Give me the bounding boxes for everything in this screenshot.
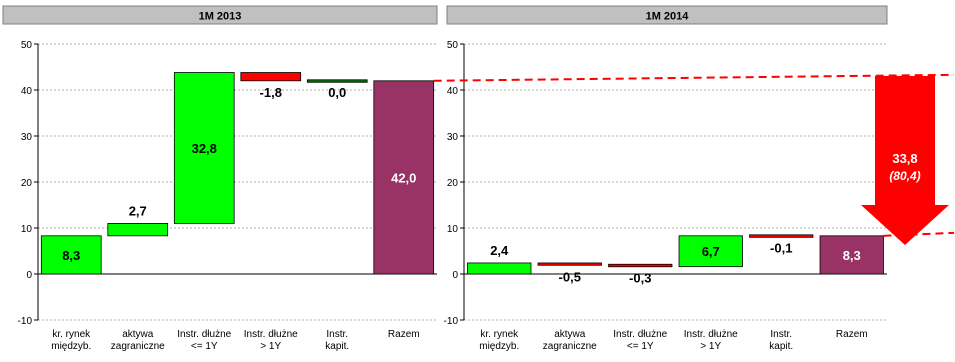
trend-line (433, 73, 955, 82)
category-label: Razem (388, 329, 420, 340)
data-label: 2,4 (490, 243, 509, 258)
bar (373, 80, 435, 275)
data-label: -0,1 (770, 240, 792, 255)
bar (306, 79, 368, 83)
data-label: -0,5 (559, 269, 581, 284)
category-label: Instr. dłużne (684, 329, 738, 340)
y-tick-label: 40 (21, 86, 33, 97)
category-label: Instr. dłużne (244, 329, 298, 340)
category-label: aktywa (122, 329, 154, 340)
data-label: 2,7 (129, 203, 147, 218)
bar (40, 235, 102, 275)
category-label: <= 1Y (191, 341, 218, 352)
bar (678, 235, 743, 268)
category-label: Instr. dłużne (177, 329, 231, 340)
y-tick-label: 0 (26, 270, 32, 281)
data-label: 8,3 (62, 248, 80, 263)
data-label: 8,3 (843, 248, 861, 263)
y-tick-label: 20 (447, 178, 459, 189)
y-tick-label: 50 (447, 40, 459, 51)
panel-title-2013: 1M 2013 (199, 11, 242, 23)
down-arrow-icon (861, 76, 949, 245)
y-tick-label: 30 (21, 132, 33, 143)
category-label: kr. rynek (480, 329, 519, 340)
category-label: Razem (836, 329, 868, 340)
category-label: międzyb. (51, 341, 91, 352)
bar (240, 72, 302, 82)
bar (467, 262, 532, 275)
y-tick-label: 30 (447, 132, 459, 143)
bar (608, 263, 673, 268)
category-label: międzyb. (479, 341, 519, 352)
data-label: 6,7 (702, 244, 720, 259)
y-tick-label: 10 (21, 224, 33, 235)
data-label: 0,0 (328, 85, 346, 100)
bar (819, 235, 884, 275)
category-label: zagraniczne (111, 341, 165, 352)
arrow-sub-label: (80,4) (889, 169, 920, 183)
y-tick-label: -10 (18, 316, 33, 327)
category-label: > 1Y (260, 341, 281, 352)
category-label: aktywa (554, 329, 586, 340)
category-label: Instr. (326, 329, 348, 340)
trend-line-2014 (883, 231, 955, 237)
category-label: Instr. (770, 329, 792, 340)
bar (173, 72, 235, 224)
data-label: -0,3 (629, 271, 651, 286)
y-tick-label: 10 (447, 224, 459, 235)
category-label: kr. rynek (52, 329, 91, 340)
data-label: 32,8 (192, 141, 217, 156)
y-tick-label: 0 (452, 270, 458, 281)
category-label: Instr. dłużne (613, 329, 667, 340)
y-tick-label: 50 (21, 40, 33, 51)
bar (107, 222, 169, 237)
category-label: > 1Y (700, 341, 721, 352)
bar (537, 262, 602, 266)
category-label: kapit. (769, 341, 793, 352)
y-tick-label: 20 (21, 178, 33, 189)
panel-header-2013 (2, 5, 438, 25)
data-label: -1,8 (260, 85, 282, 100)
panel-header-2014 (446, 5, 888, 25)
category-label: zagraniczne (543, 341, 597, 352)
category-label: <= 1Y (627, 341, 654, 352)
arrow-value-label: 33,8 (892, 151, 917, 166)
panel-title-2014: 1M 2014 (646, 11, 690, 23)
category-label: kapit. (325, 341, 349, 352)
data-label: 42,0 (391, 170, 416, 185)
bar (749, 234, 814, 238)
y-tick-label: 40 (447, 86, 459, 97)
y-tick-label: -10 (444, 316, 459, 327)
